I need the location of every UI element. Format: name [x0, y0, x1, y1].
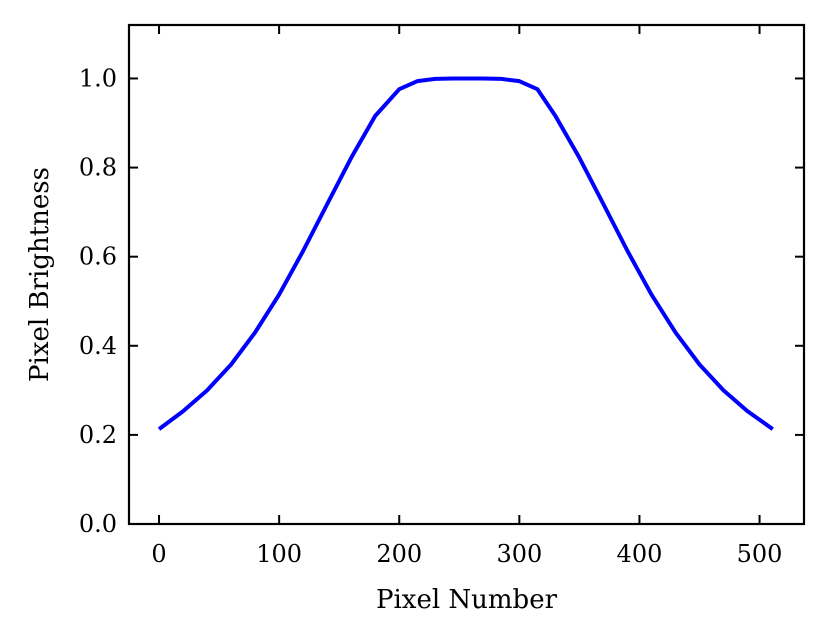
tick-layer: 0 100 200 300 400 500 0.0 0.2 0.4 0.6 0.8 1.0 — [79, 25, 804, 568]
x-tick-label: 400 — [617, 540, 663, 568]
y-tick-label: 0.8 — [79, 154, 117, 182]
x-tick-label: 500 — [737, 540, 783, 568]
x-tick-label: 0 — [151, 540, 166, 568]
brightness-series-line — [157, 76, 774, 431]
y-tick-label: 0.6 — [79, 243, 117, 271]
plot-frame — [127, 23, 806, 526]
y-tick-label: 0.0 — [79, 510, 117, 538]
x-axis-label: Pixel Number — [376, 585, 558, 615]
y-tick-label: 1.0 — [79, 64, 117, 92]
x-tick-label: 300 — [496, 540, 542, 568]
y-tick-label: 0.2 — [79, 421, 117, 449]
x-tick-label: 200 — [376, 540, 422, 568]
x-tick-label: 100 — [256, 540, 302, 568]
plot-data-layer — [157, 76, 774, 431]
y-axis-label: Pixel Brightness — [25, 167, 55, 382]
y-tick-label: 0.4 — [79, 332, 117, 360]
